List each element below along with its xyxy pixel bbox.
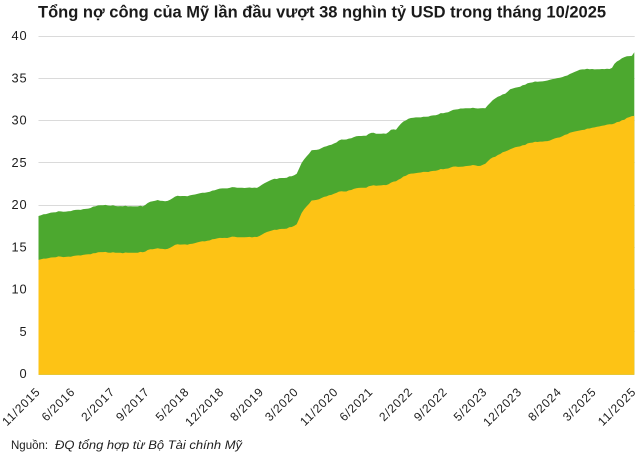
svg-text:11/2020: 11/2020 [297, 385, 341, 429]
svg-text:20: 20 [11, 197, 27, 212]
svg-text:40: 40 [11, 28, 27, 43]
svg-text:11/2015: 11/2015 [0, 385, 43, 429]
svg-text:6/2016: 6/2016 [39, 385, 78, 424]
svg-text:0: 0 [19, 366, 27, 381]
svg-text:2/2022: 2/2022 [376, 385, 415, 424]
svg-text:Nguồn:: Nguồn: [11, 440, 48, 452]
svg-text:Tổng nợ công của Mỹ lần đầu vư: Tổng nợ công của Mỹ lần đầu vượt 38 nghì… [38, 4, 606, 22]
svg-text:3/2020: 3/2020 [262, 385, 301, 424]
svg-text:35: 35 [11, 71, 27, 86]
svg-text:25: 25 [11, 155, 27, 170]
svg-text:30: 30 [11, 113, 27, 128]
svg-text:6/2021: 6/2021 [337, 385, 376, 424]
svg-text:ĐQ tổng hợp từ Bộ Tài chính Mỹ: ĐQ tổng hợp từ Bộ Tài chính Mỹ [55, 440, 243, 452]
svg-text:9/2017: 9/2017 [113, 385, 152, 424]
svg-text:8/2019: 8/2019 [227, 385, 266, 424]
svg-text:9/2022: 9/2022 [411, 385, 450, 424]
svg-text:5: 5 [19, 324, 27, 339]
svg-text:3/2025: 3/2025 [560, 385, 599, 424]
svg-text:11/2025: 11/2025 [595, 385, 639, 429]
svg-text:12/2018: 12/2018 [182, 385, 227, 430]
svg-text:12/2023: 12/2023 [480, 385, 525, 430]
svg-text:8/2024: 8/2024 [525, 385, 564, 424]
svg-text:2/2017: 2/2017 [78, 385, 117, 424]
svg-text:10: 10 [11, 282, 27, 297]
svg-text:15: 15 [11, 239, 27, 254]
